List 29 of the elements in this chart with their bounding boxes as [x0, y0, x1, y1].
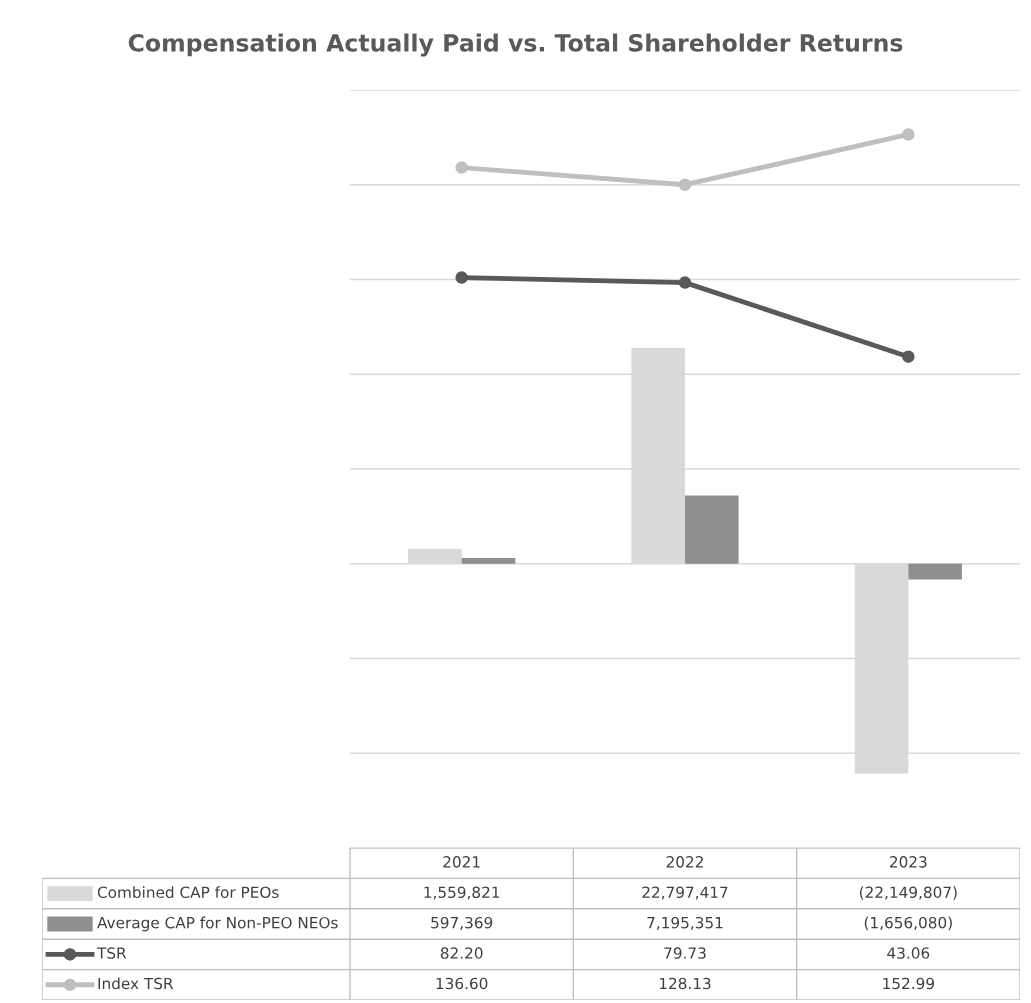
point: [678, 178, 692, 191]
bar: [908, 563, 962, 580]
legend-label: Average CAP for Non-PEO NEOs: [97, 916, 338, 932]
point: [455, 161, 468, 174]
data-label: 43.06: [887, 947, 930, 959]
data-label: 79.73: [664, 947, 706, 959]
data-label: 7,195,351: [647, 916, 723, 930]
legend-label: TSR: [96, 947, 127, 959]
data-label: 152.99: [883, 977, 934, 990]
point: [902, 350, 915, 363]
data-label: 82.20: [440, 947, 483, 959]
x-tick-label: 2022: [666, 856, 703, 868]
point: [455, 271, 468, 284]
data-label: 22,797,417: [642, 886, 728, 900]
data-label: (22,149,807): [859, 886, 957, 900]
data-label: 128.13: [659, 977, 711, 990]
x-tick-label: 2023: [890, 856, 927, 868]
data-label: (1,656,080): [864, 916, 952, 931]
point: [678, 276, 692, 289]
legend-label: Combined CAP for PEOs: [97, 886, 279, 899]
data-label: 1,559,821: [424, 886, 500, 900]
data-label: 136.60: [436, 977, 488, 990]
point: [902, 128, 915, 141]
x-tick-label: 2021: [443, 856, 480, 868]
data-label: 597,369: [431, 916, 493, 930]
chart-title: Compensation Actually Paid vs. Total Shareholder Returns: [128, 33, 903, 57]
bar: [685, 495, 739, 564]
legend-label: Index TSR: [98, 977, 174, 990]
bar: [461, 558, 516, 564]
